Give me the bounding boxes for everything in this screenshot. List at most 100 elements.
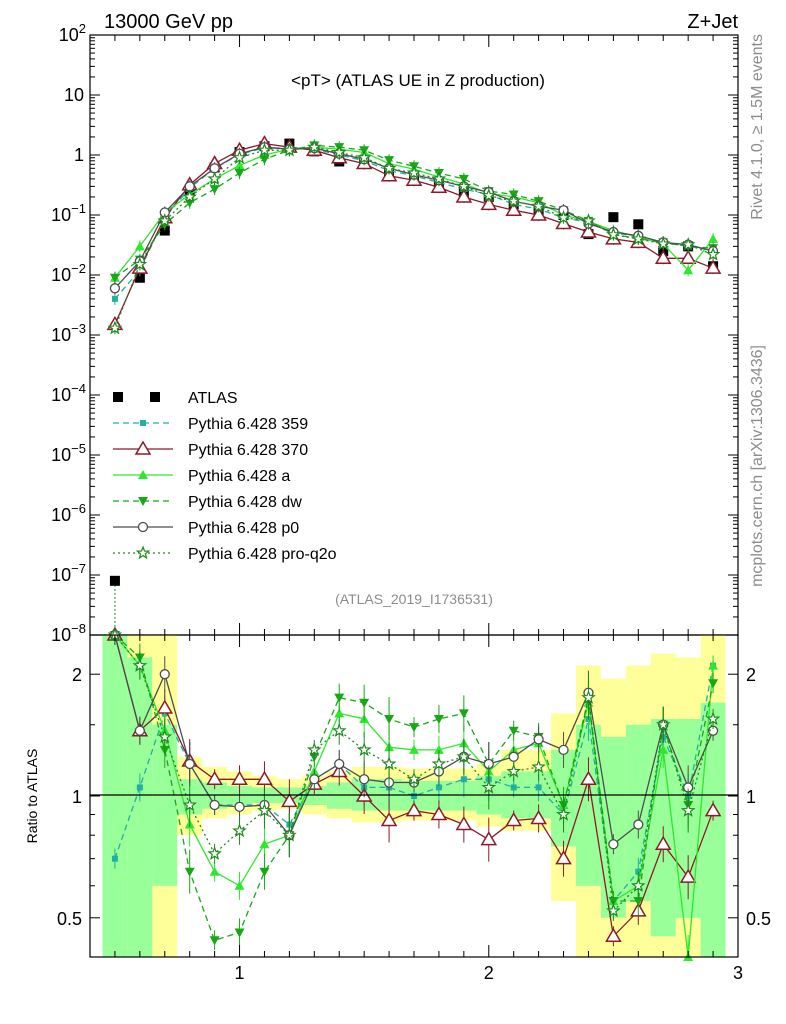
ratio-point: [157, 729, 173, 744]
legend-label: Pythia 6.428 370: [188, 442, 308, 459]
ratio-point: [232, 823, 247, 838]
ratio-point: [334, 758, 345, 770]
y-tick-label: 10−1: [51, 201, 86, 225]
data-point: [655, 236, 671, 251]
analysis-id: (ATLAS_2019_I1736531): [335, 591, 493, 607]
ratio-point: [555, 850, 572, 865]
legend-marker: [135, 545, 151, 560]
ratio-point: [282, 827, 297, 842]
data-point: [580, 223, 597, 238]
data-point: [257, 142, 272, 157]
ratio-point: [184, 867, 195, 877]
ratio-point: [411, 793, 417, 799]
data-point: [134, 241, 145, 251]
ratio-point: [259, 867, 270, 877]
data-point: [331, 144, 347, 159]
ratio-point: [359, 698, 370, 708]
data-point: [356, 149, 372, 165]
data-point: [109, 273, 120, 283]
ratio-point: [209, 866, 220, 876]
ratio-point: [309, 774, 320, 785]
legend-label: Pythia 6.428 dw: [188, 494, 302, 511]
ratio-y-tick-label-right: 0.5: [746, 909, 771, 929]
ratio-point: [306, 742, 322, 757]
ratio-series-pq2o: [107, 627, 721, 921]
ratio-point: [380, 811, 398, 827]
ratio-point: [455, 816, 473, 831]
legend-item-pdw: Pythia 6.428 dw: [113, 494, 302, 511]
data-point: [680, 236, 696, 251]
data-point: [505, 201, 522, 216]
ratio-point: [635, 868, 642, 875]
data-point: [506, 193, 522, 208]
data-point: [406, 165, 422, 180]
ratio-point: [679, 868, 697, 883]
ratio-point: [435, 784, 442, 791]
data-point: [207, 171, 222, 186]
ratio-point: [708, 660, 719, 670]
y-tick-label: 10−3: [51, 321, 86, 345]
x-tick-label: 2: [484, 963, 494, 983]
data-point: [109, 283, 121, 294]
legend-label: Pythia 6.428 pro-q2o: [188, 546, 337, 563]
legend-marker: [140, 420, 146, 426]
legend-item-p370: Pythia 6.428 370: [113, 440, 308, 459]
y-tick-label: 10−8: [51, 621, 86, 645]
ratio-point: [356, 742, 372, 757]
ratio-y-tick-label-right: 2: [746, 665, 756, 685]
legend-label: Pythia 6.428 359: [188, 416, 308, 433]
ratio-point: [481, 779, 497, 794]
data-point: [480, 195, 498, 211]
rivet-label: Rivet 4.1.0, ≥ 1.5M events: [749, 34, 766, 220]
ratio-point: [581, 689, 596, 704]
atlas-data-point: [134, 272, 145, 283]
data-point: [209, 185, 220, 195]
data-point: [456, 178, 472, 193]
legend-marker: [137, 521, 149, 533]
ratio-point: [331, 722, 347, 738]
ratio-point: [234, 928, 245, 938]
data-point: [282, 142, 297, 157]
ratio-point: [605, 927, 622, 943]
ratio-y-tick-label: 0.5: [57, 909, 82, 929]
ratio-point: [334, 708, 345, 718]
data-point: [708, 233, 719, 243]
ratio-point: [406, 771, 422, 786]
data-point: [455, 188, 473, 203]
ratio-point: [259, 839, 270, 849]
data-point: [530, 206, 547, 221]
data-point: [259, 155, 270, 165]
ratio-point: [456, 749, 472, 764]
ratio-point: [558, 744, 569, 756]
band-green: [326, 782, 352, 809]
data-point: [654, 249, 672, 265]
x-tick-label: 3: [733, 963, 743, 983]
legend-label: Pythia 6.428 p0: [188, 520, 299, 537]
ratio-point: [281, 792, 298, 808]
data-point: [234, 160, 245, 170]
mcplots-label: mcplots.cern.ch [arXiv:1306.3436]: [749, 345, 766, 587]
data-point: [556, 209, 571, 225]
legend-marker: [138, 470, 148, 479]
data-point: [182, 189, 198, 204]
ratio-ylabel: Ratio to ATLAS: [24, 749, 40, 844]
data-point: [431, 171, 447, 186]
data-point: [683, 265, 694, 275]
ratio-point: [182, 797, 198, 812]
ratio-point: [704, 802, 722, 817]
y-tick-label: 10−6: [51, 501, 86, 525]
ratio-point: [132, 657, 148, 672]
data-point: [606, 226, 621, 241]
atlas-data-point: [608, 212, 619, 223]
ratio-point: [234, 880, 245, 890]
ratio-point: [433, 714, 444, 724]
ratio-point: [257, 802, 272, 817]
data-point: [581, 213, 596, 228]
legend-marker: [150, 392, 160, 402]
data-point: [381, 160, 397, 175]
ratio-point: [405, 802, 423, 817]
ratio-point: [531, 759, 546, 774]
data-point: [107, 320, 123, 335]
legend-label: Pythia 6.428 a: [188, 468, 290, 485]
ratio-point: [508, 726, 519, 736]
